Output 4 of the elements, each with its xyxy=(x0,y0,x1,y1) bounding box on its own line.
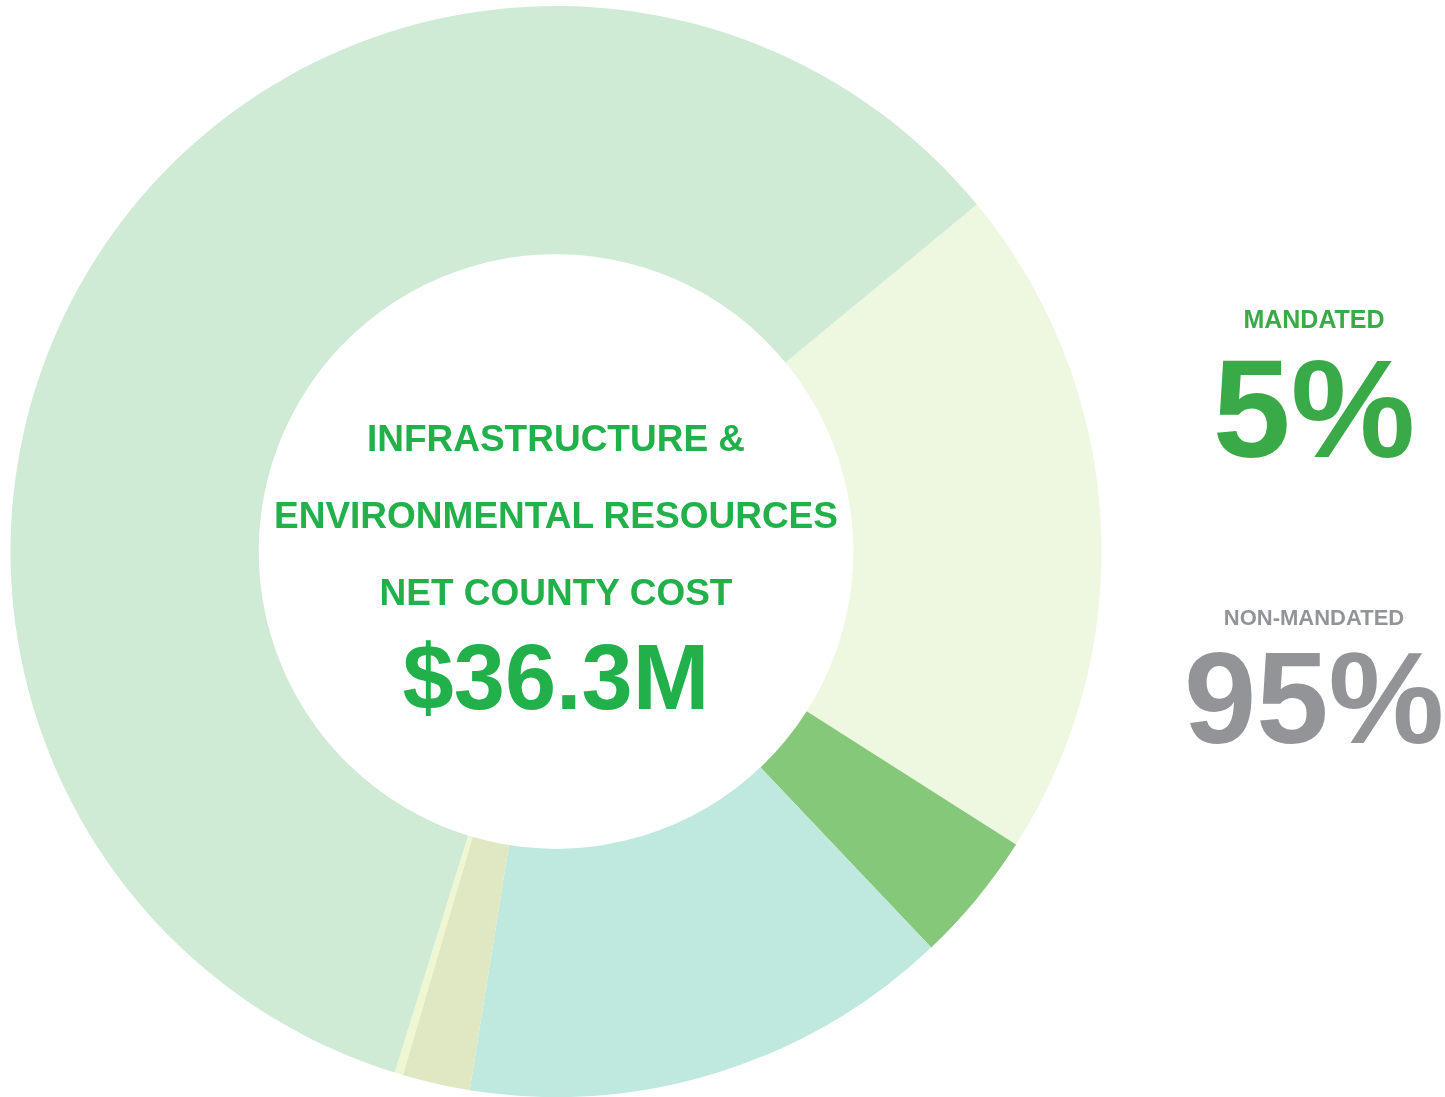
text: MANDATED xyxy=(1242,305,1386,333)
text: INFRASTRUCTURE & ENVIRONMENTAL RESOURCES NET COUNTY COST xyxy=(274,418,838,613)
text: $36.3M xyxy=(401,626,711,728)
text: 5% xyxy=(1211,330,1417,487)
